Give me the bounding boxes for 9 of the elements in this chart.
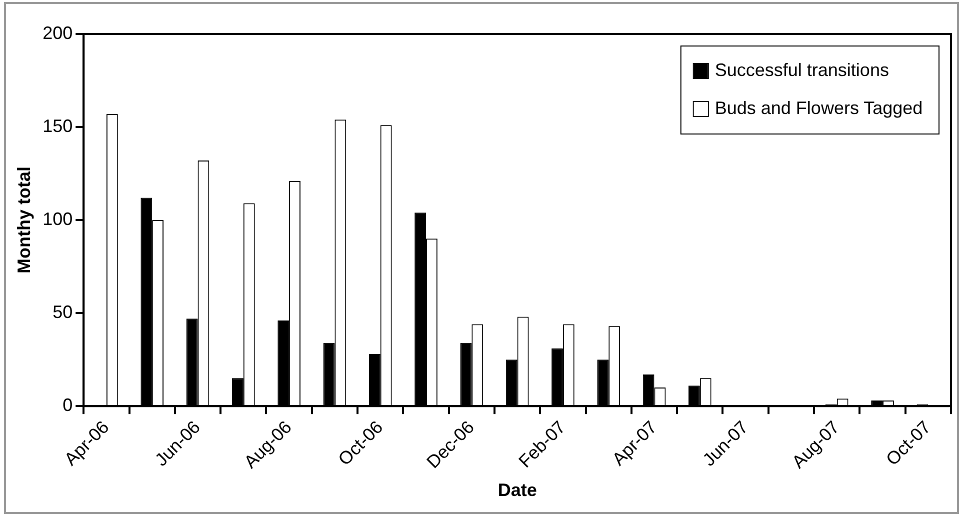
legend-label: Successful transitions [714, 60, 889, 80]
y-axis-title: Monthy total [14, 166, 34, 274]
y-tick-label: 0 [62, 395, 73, 416]
y-tick-label: 150 [42, 116, 73, 136]
legend-label: Buds and Flowers Tagged [714, 98, 923, 118]
y-tick-label: 50 [52, 302, 73, 322]
y-tick-label: 100 [42, 209, 73, 230]
x-axis-title: Date [498, 480, 537, 500]
y-tick-label: 200 [42, 22, 73, 43]
